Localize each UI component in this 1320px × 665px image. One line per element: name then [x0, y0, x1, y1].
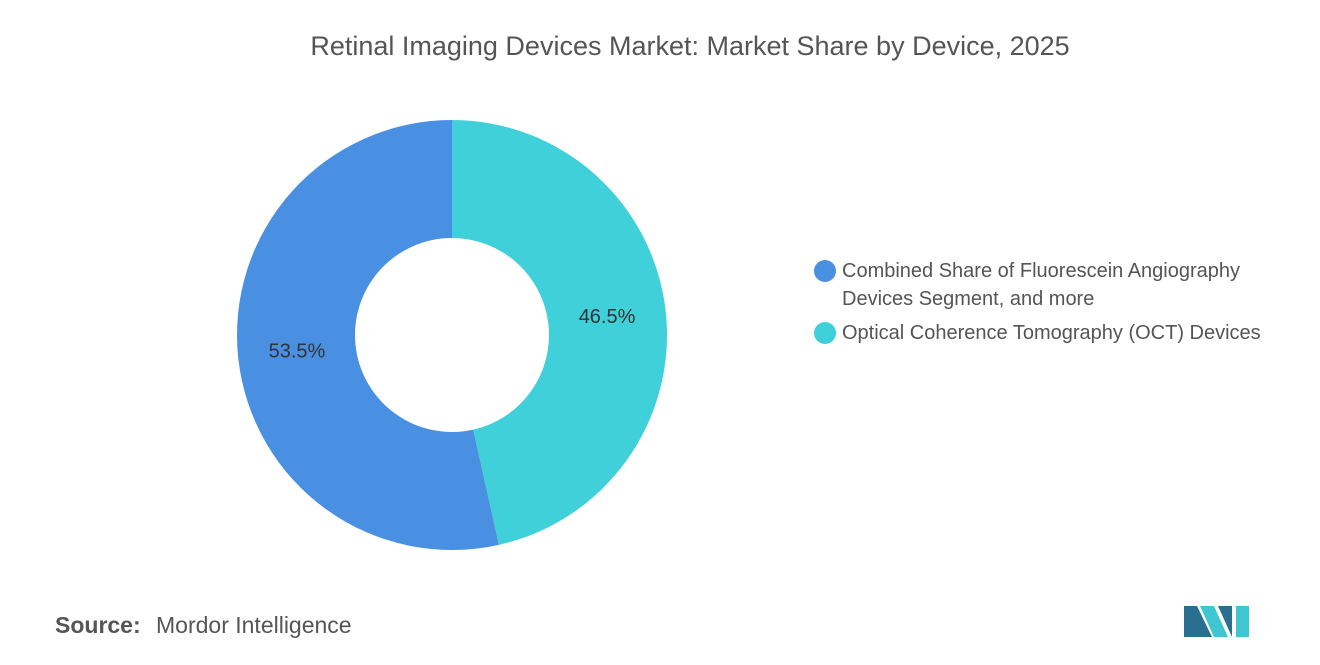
source: Mordor Intelligence [156, 612, 352, 638]
legend: Combined Share of Fluorescein Angiograph… [814, 257, 1314, 353]
slice [236, 120, 499, 551]
value-label: 46.5% [579, 306, 636, 328]
source-label: Source: [55, 612, 141, 638]
value-label: 53.5% [269, 340, 326, 362]
chart-title: Retinal Imaging Devices Market: Market S… [310, 31, 1069, 61]
legend-item: Optical Coherence Tomography (OCT) Devic… [814, 319, 1314, 347]
legend-marker [814, 322, 836, 344]
legend-item: Combined Share of Fluorescein Angiograph… [814, 257, 1314, 313]
legend-marker [814, 260, 836, 282]
slice [452, 120, 667, 545]
legend-label: Optical Coherence Tomography (OCT) Devic… [842, 322, 1261, 344]
legend-label: Combined Share of Fluorescein Angiograph… [842, 260, 1241, 310]
logo [1184, 606, 1249, 637]
